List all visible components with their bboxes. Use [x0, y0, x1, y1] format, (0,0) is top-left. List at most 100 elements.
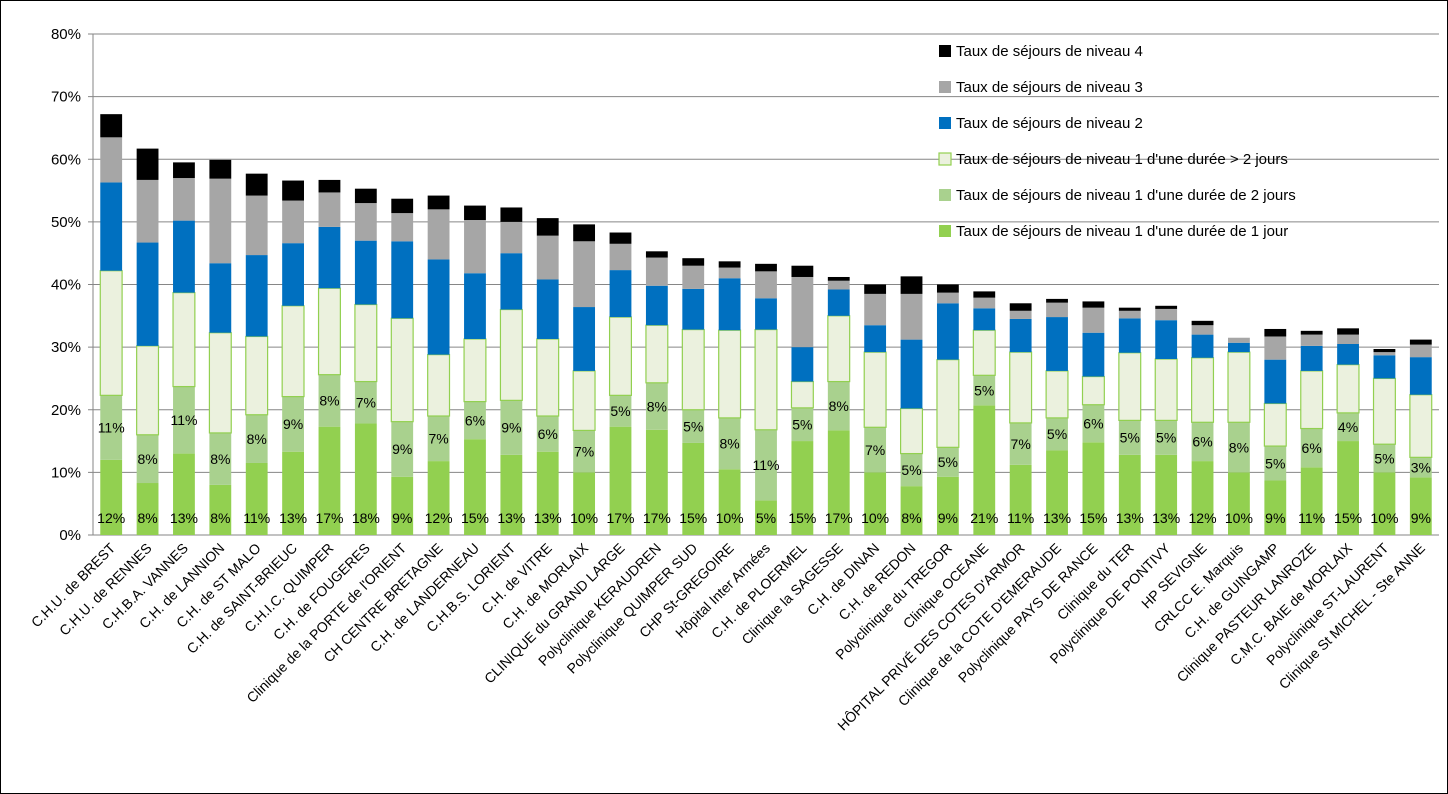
- bar-niveau1_2j: [936, 447, 959, 477]
- bar-niveau1_1j: [136, 483, 159, 535]
- bar-niveau1_2j: [973, 375, 996, 406]
- bar-niveau1_gt2: [645, 324, 669, 384]
- bar-niveau4: [682, 258, 705, 266]
- bar-niveau4: [1409, 339, 1432, 345]
- bar-niveau1_gt2: [281, 305, 305, 398]
- data-label: 4%: [1338, 419, 1358, 435]
- bar-niveau4: [1191, 320, 1214, 326]
- bar-niveau1_1j: [282, 451, 304, 535]
- y-tick-label: 60%: [51, 151, 81, 168]
- data-label: 10%: [716, 510, 744, 526]
- bar-niveau2: [173, 220, 195, 293]
- data-label: 15%: [679, 510, 707, 526]
- bar-niveau3: [209, 178, 232, 264]
- bar-niveau4: [1373, 349, 1396, 353]
- bar-niveau3: [791, 276, 814, 348]
- data-label: 7%: [865, 442, 885, 458]
- data-label: 11%: [170, 412, 197, 428]
- bar-niveau2: [1009, 318, 1032, 353]
- data-label: 5%: [792, 416, 812, 432]
- bar-niveau1_gt2: [572, 370, 596, 432]
- bar-niveau4: [609, 232, 632, 244]
- bar-niveau4: [500, 207, 523, 222]
- bar-niveau3: [100, 137, 123, 183]
- bar-niveau2: [464, 273, 486, 339]
- bar-niveau1_gt2: [608, 316, 633, 396]
- bar-niveau4: [900, 276, 923, 294]
- legend-swatch-niveau1_1j: [939, 225, 951, 237]
- bar-niveau1_gt2: [427, 354, 451, 417]
- data-label: 11%: [98, 420, 125, 436]
- bar-niveau1_1j: [354, 423, 377, 535]
- bar-niveau2: [900, 339, 923, 409]
- data-label: 10%: [1370, 510, 1398, 526]
- bar-niveau1_1j: [1337, 441, 1359, 535]
- bar-niveau1_1j: [1118, 454, 1141, 535]
- bar-niveau1_1j: [827, 430, 850, 535]
- bar-niveau3: [536, 235, 559, 280]
- bar-niveau2: [827, 289, 850, 316]
- bar-niveau3: [1046, 302, 1068, 318]
- bar-niveau1_2j: [609, 395, 632, 427]
- bar-niveau1_1j: [100, 459, 123, 535]
- data-label: 8%: [210, 510, 230, 526]
- bar-niveau3: [1373, 352, 1396, 356]
- bar-niveau4: [973, 291, 996, 298]
- bar-niveau1_gt2: [499, 308, 523, 401]
- bar-niveau3: [1300, 334, 1323, 346]
- bar-niveau1_1j: [464, 439, 486, 535]
- bar-niveau2: [1082, 332, 1105, 377]
- bar-niveau3: [1118, 310, 1141, 319]
- data-label: 8%: [137, 451, 157, 467]
- bar-niveau1_1j: [245, 462, 268, 535]
- bar-niveau1_1j: [1409, 477, 1432, 535]
- data-label: 10%: [570, 510, 598, 526]
- bar-niveau2: [282, 243, 304, 306]
- bar-niveau1_1j: [1373, 472, 1396, 535]
- legend-label-niveau1_2j: Taux de séjours de niveau 1 d'une durée …: [956, 187, 1296, 204]
- legend-swatch-niveau1_gt2: [938, 152, 952, 166]
- data-label: 5%: [901, 462, 921, 478]
- legend-label-niveau2: Taux de séjours de niveau 2: [956, 115, 1143, 132]
- data-label: 13%: [1043, 510, 1071, 526]
- legend: Taux de séjours de niveau 4 Taux de séjou…: [938, 43, 1296, 240]
- bar-niveau1_1j: [936, 476, 959, 535]
- data-label: 8%: [319, 393, 339, 409]
- bar-niveau2: [1155, 320, 1178, 360]
- bar-niveau1_2j: [1118, 420, 1141, 455]
- bar-niveau1_1j: [500, 454, 523, 535]
- bar-niveau1_2j: [1009, 422, 1032, 465]
- bar-niveau1_1j: [900, 486, 923, 535]
- bar-niveau1_1j: [173, 453, 195, 535]
- bar-niveau1_2j: [209, 432, 232, 485]
- bar-niveau1_gt2: [1227, 351, 1251, 423]
- bar-niveau1_gt2: [208, 332, 232, 434]
- data-label: 6%: [1083, 416, 1103, 432]
- y-tick-label: 40%: [51, 277, 81, 294]
- bar-niveau1_gt2: [972, 329, 996, 376]
- bar-niveau2: [136, 242, 159, 346]
- bar-niveau1_1j: [1228, 472, 1250, 535]
- bar-niveau3: [136, 179, 159, 243]
- bar-niveau1_1j: [318, 426, 341, 535]
- bar-niveau3: [1191, 325, 1214, 335]
- data-label: 9%: [392, 441, 412, 457]
- bar-niveau1_1j: [536, 451, 559, 535]
- bar-niveau1_1j: [1300, 467, 1323, 535]
- bar-niveau1_2j: [282, 396, 304, 452]
- data-label: 8%: [829, 398, 849, 414]
- bar-niveau2: [1337, 343, 1359, 365]
- bar-niveau4: [136, 148, 159, 180]
- bar-niveau3: [354, 203, 377, 241]
- bar-niveau1_2j: [1046, 417, 1068, 451]
- bar-niveau1_gt2: [754, 328, 778, 431]
- bar-niveau3: [1228, 337, 1250, 343]
- y-tick-label: 0%: [59, 527, 81, 544]
- bar-niveau1_1j: [209, 484, 232, 535]
- bar-niveau1_2j: [173, 386, 195, 454]
- bar-niveau4: [1155, 305, 1178, 309]
- data-label: 15%: [461, 510, 489, 526]
- data-label: 17%: [643, 510, 671, 526]
- bar-niveau1_1j: [427, 461, 450, 535]
